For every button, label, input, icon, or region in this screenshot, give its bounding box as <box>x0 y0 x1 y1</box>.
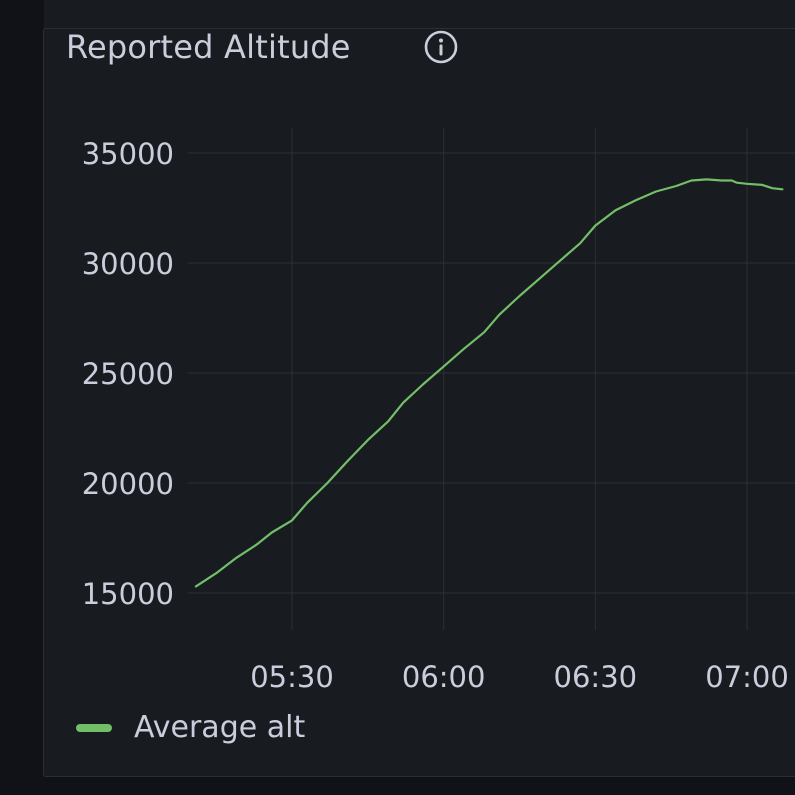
data-point <box>634 199 637 202</box>
data-point <box>746 183 748 185</box>
data-point <box>367 439 369 441</box>
data-point <box>463 348 465 350</box>
data-point <box>306 502 308 504</box>
series-layer <box>194 178 784 588</box>
data-point <box>675 185 678 187</box>
data-point <box>215 572 217 574</box>
data-point <box>655 190 657 193</box>
data-point <box>498 313 501 316</box>
data-point <box>781 188 784 191</box>
data-point <box>720 179 723 182</box>
x-tick-label: 07:00 <box>705 660 789 694</box>
y-tick-label: 35000 <box>82 137 174 171</box>
series-line-average-alt[interactable] <box>194 178 784 588</box>
data-point <box>731 179 733 182</box>
data-point <box>442 365 445 368</box>
data-point <box>387 420 389 423</box>
data-point <box>402 401 405 404</box>
data-point <box>518 295 521 297</box>
y-tick-label: 25000 <box>82 357 174 391</box>
data-point <box>538 277 541 280</box>
x-tick-label: 05:30 <box>250 660 334 694</box>
data-point <box>483 331 485 334</box>
grid-lines <box>188 128 795 630</box>
data-point <box>705 178 708 181</box>
x-axis-ticks: 05:30 06:00 06:30 07:00 <box>250 660 789 694</box>
data-point <box>195 585 197 588</box>
data-point <box>270 531 273 534</box>
legend[interactable]: Average alt <box>76 710 305 745</box>
y-axis-ticks: 15000 20000 25000 30000 35000 <box>82 137 174 611</box>
data-point <box>771 187 774 189</box>
data-point <box>594 224 597 227</box>
data-point <box>255 543 258 546</box>
data-point <box>235 557 238 559</box>
left-gutter <box>0 0 44 795</box>
data-point <box>346 460 349 462</box>
x-tick-label: 06:00 <box>402 660 486 694</box>
data-point <box>736 181 738 184</box>
info-circle-icon[interactable] <box>424 30 458 64</box>
data-point <box>690 179 693 182</box>
y-tick-label: 30000 <box>82 247 174 281</box>
legend-swatch-average-alt <box>76 723 112 732</box>
y-tick-label: 15000 <box>82 577 174 611</box>
data-point <box>579 242 581 244</box>
data-point <box>291 519 293 522</box>
data-point <box>422 383 425 385</box>
data-point <box>326 482 329 484</box>
y-tick-label: 20000 <box>82 467 174 501</box>
legend-label[interactable]: Average alt <box>134 710 306 745</box>
data-point <box>559 260 561 262</box>
x-tick-label: 06:30 <box>554 660 638 694</box>
data-point <box>761 184 763 186</box>
panel-title[interactable]: Reported Altitude <box>66 28 351 66</box>
data-point <box>614 209 617 211</box>
